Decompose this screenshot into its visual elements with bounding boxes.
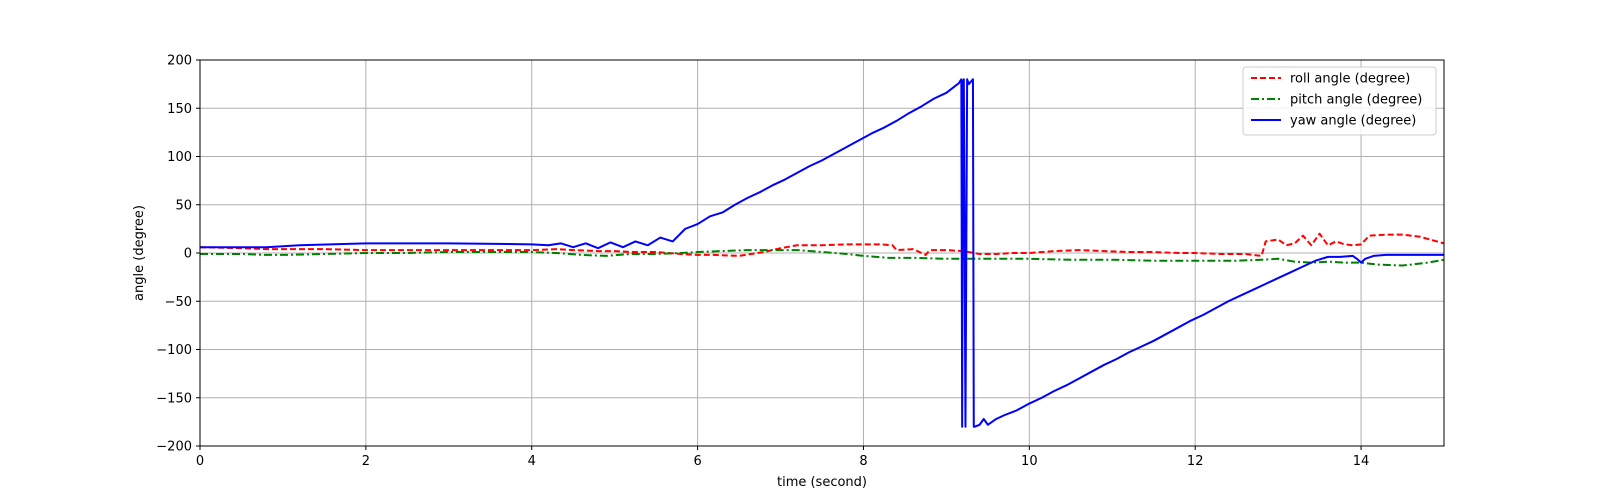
legend: roll angle (degree) pitch angle (degree) y… [1242,66,1437,136]
x-axis-ticks: 0 2 4 6 8 10 12 14 [196,446,1369,469]
y-tick-label: −50 [165,295,192,310]
series-lines [199,78,1445,428]
y-tick-label: −150 [156,391,192,406]
legend-box [1242,66,1437,136]
y-tick-label: 200 [167,54,192,69]
y-tick-label: 150 [167,102,192,117]
x-tick-label: 4 [528,454,536,469]
x-tick-label: 14 [1353,454,1370,469]
y-axis-label: angle (degree) [132,205,147,301]
series-line-0 [199,232,1445,257]
series-line-2 [200,78,1444,428]
legend-label-2: yaw angle (degree) [1290,114,1416,129]
series-line-1 [200,249,1445,267]
x-tick-label: 10 [1021,454,1038,469]
y-axis-ticks: −200 −150 −100 −50 0 50 100 150 200 [156,54,200,455]
x-tick-label: 0 [196,454,204,469]
x-axis-label: time (second) [777,475,867,490]
y-tick-label: 50 [175,198,192,213]
x-tick-label: 12 [1187,454,1204,469]
x-tick-label: 6 [693,454,701,469]
legend-label-1: pitch angle (degree) [1290,93,1422,108]
y-tick-label: 0 [184,247,192,262]
y-tick-label: −100 [156,343,192,358]
y-tick-label: 100 [167,150,192,165]
x-tick-label: 2 [362,454,370,469]
legend-label-0: roll angle (degree) [1290,72,1410,87]
y-tick-label: −200 [156,440,192,455]
x-tick-label: 8 [859,454,867,469]
